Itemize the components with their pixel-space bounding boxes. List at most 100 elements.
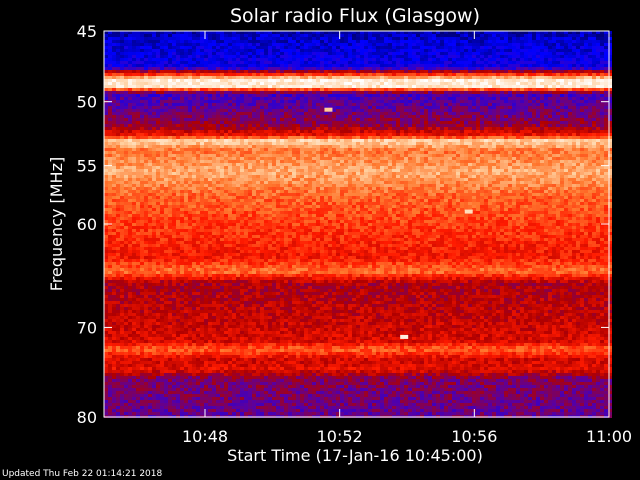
heatmap-cell — [388, 145, 392, 148]
heatmap-cell — [280, 139, 284, 142]
heatmap-cell — [420, 79, 424, 82]
heatmap-cell — [476, 34, 480, 37]
heatmap-cell — [556, 85, 560, 88]
heatmap-cell — [556, 82, 560, 85]
heatmap-cell — [220, 106, 224, 109]
heatmap-cell — [268, 82, 272, 85]
heatmap-cell — [448, 58, 452, 61]
heatmap-cell — [172, 127, 176, 130]
heatmap-cell — [364, 58, 368, 61]
heatmap-cell — [536, 88, 540, 91]
heatmap-cell — [364, 46, 368, 49]
heatmap-cell — [432, 55, 436, 58]
heatmap-cell — [456, 142, 460, 145]
heatmap-cell — [200, 121, 204, 124]
heatmap-cell — [372, 97, 376, 100]
heatmap-cell — [516, 94, 520, 97]
heatmap-cell — [472, 139, 476, 142]
heatmap-cell — [284, 139, 288, 142]
heatmap-cell — [188, 85, 192, 88]
heatmap-cell — [204, 94, 208, 97]
heatmap-cell — [160, 82, 164, 85]
heatmap-cell — [536, 46, 540, 49]
heatmap-cell — [508, 67, 512, 70]
heatmap-cell — [332, 37, 336, 40]
heatmap-cell — [168, 127, 172, 130]
heatmap-cell — [196, 115, 200, 118]
heatmap-cell — [592, 67, 596, 70]
heatmap-cell — [552, 136, 556, 139]
heatmap-cell — [496, 97, 500, 100]
heatmap-cell — [172, 46, 176, 49]
heatmap-cell — [308, 82, 312, 85]
heatmap-cell — [328, 40, 332, 43]
heatmap-cell — [284, 79, 288, 82]
heatmap-cell — [292, 73, 296, 76]
heatmap-cell — [296, 97, 300, 100]
heatmap-cell — [524, 70, 528, 73]
heatmap-cell — [424, 100, 428, 103]
heatmap-cell — [420, 76, 424, 79]
heatmap-cell — [604, 73, 608, 76]
heatmap-cell — [520, 58, 524, 61]
heatmap-cell — [452, 43, 456, 46]
heatmap-cell — [120, 112, 124, 115]
heatmap-cell — [408, 70, 412, 73]
heatmap-cell — [280, 94, 284, 97]
heatmap-cell — [392, 97, 396, 100]
heatmap-cell — [180, 127, 184, 130]
heatmap-cell — [420, 61, 424, 64]
heatmap-cell — [184, 70, 188, 73]
heatmap-cell — [196, 43, 200, 46]
heatmap-cell — [356, 118, 360, 121]
heatmap-cell — [332, 58, 336, 61]
heatmap-cell — [216, 124, 220, 127]
heatmap-cell — [124, 145, 128, 148]
heatmap-cell — [524, 31, 528, 34]
heatmap-cell — [120, 142, 124, 145]
heatmap-cell — [344, 79, 348, 82]
heatmap-cell — [444, 97, 448, 100]
heatmap-cell — [424, 31, 428, 34]
heatmap-cell — [212, 31, 216, 34]
heatmap-cell — [172, 91, 176, 94]
heatmap-cell — [164, 136, 168, 139]
heatmap-cell — [336, 67, 340, 70]
heatmap-cell — [204, 121, 208, 124]
heatmap-cell — [144, 91, 148, 94]
heatmap-cell — [108, 79, 112, 82]
heatmap-cell — [476, 88, 480, 91]
heatmap-cell — [224, 46, 228, 49]
heatmap-cell — [544, 109, 548, 112]
heatmap-cell — [136, 91, 140, 94]
heatmap-cell — [252, 82, 256, 85]
heatmap-cell — [260, 82, 264, 85]
heatmap-cell — [164, 40, 168, 43]
heatmap-cell — [388, 109, 392, 112]
heatmap-cell — [180, 34, 184, 37]
heatmap-cell — [396, 109, 400, 112]
heatmap-cell — [480, 58, 484, 61]
heatmap-cell — [284, 91, 288, 94]
heatmap-cell — [468, 49, 472, 52]
heatmap-cell — [492, 97, 496, 100]
heatmap-cell — [220, 67, 224, 70]
heatmap-cell — [576, 49, 580, 52]
heatmap-cell — [520, 67, 524, 70]
heatmap-cell — [212, 124, 216, 127]
heatmap-cell — [496, 88, 500, 91]
heatmap-cell — [552, 145, 556, 148]
heatmap-cell — [468, 64, 472, 67]
heatmap-cell — [528, 46, 532, 49]
heatmap-cell — [208, 136, 212, 139]
heatmap-cell — [468, 139, 472, 142]
heatmap-cell — [544, 34, 548, 37]
heatmap-cell — [472, 145, 476, 148]
heatmap-cell — [336, 112, 340, 115]
heatmap-cell — [144, 61, 148, 64]
heatmap-cell — [356, 127, 360, 130]
heatmap-cell — [180, 49, 184, 52]
heatmap-cell — [164, 61, 168, 64]
heatmap-cell — [600, 121, 604, 124]
heatmap-cell — [408, 40, 412, 43]
